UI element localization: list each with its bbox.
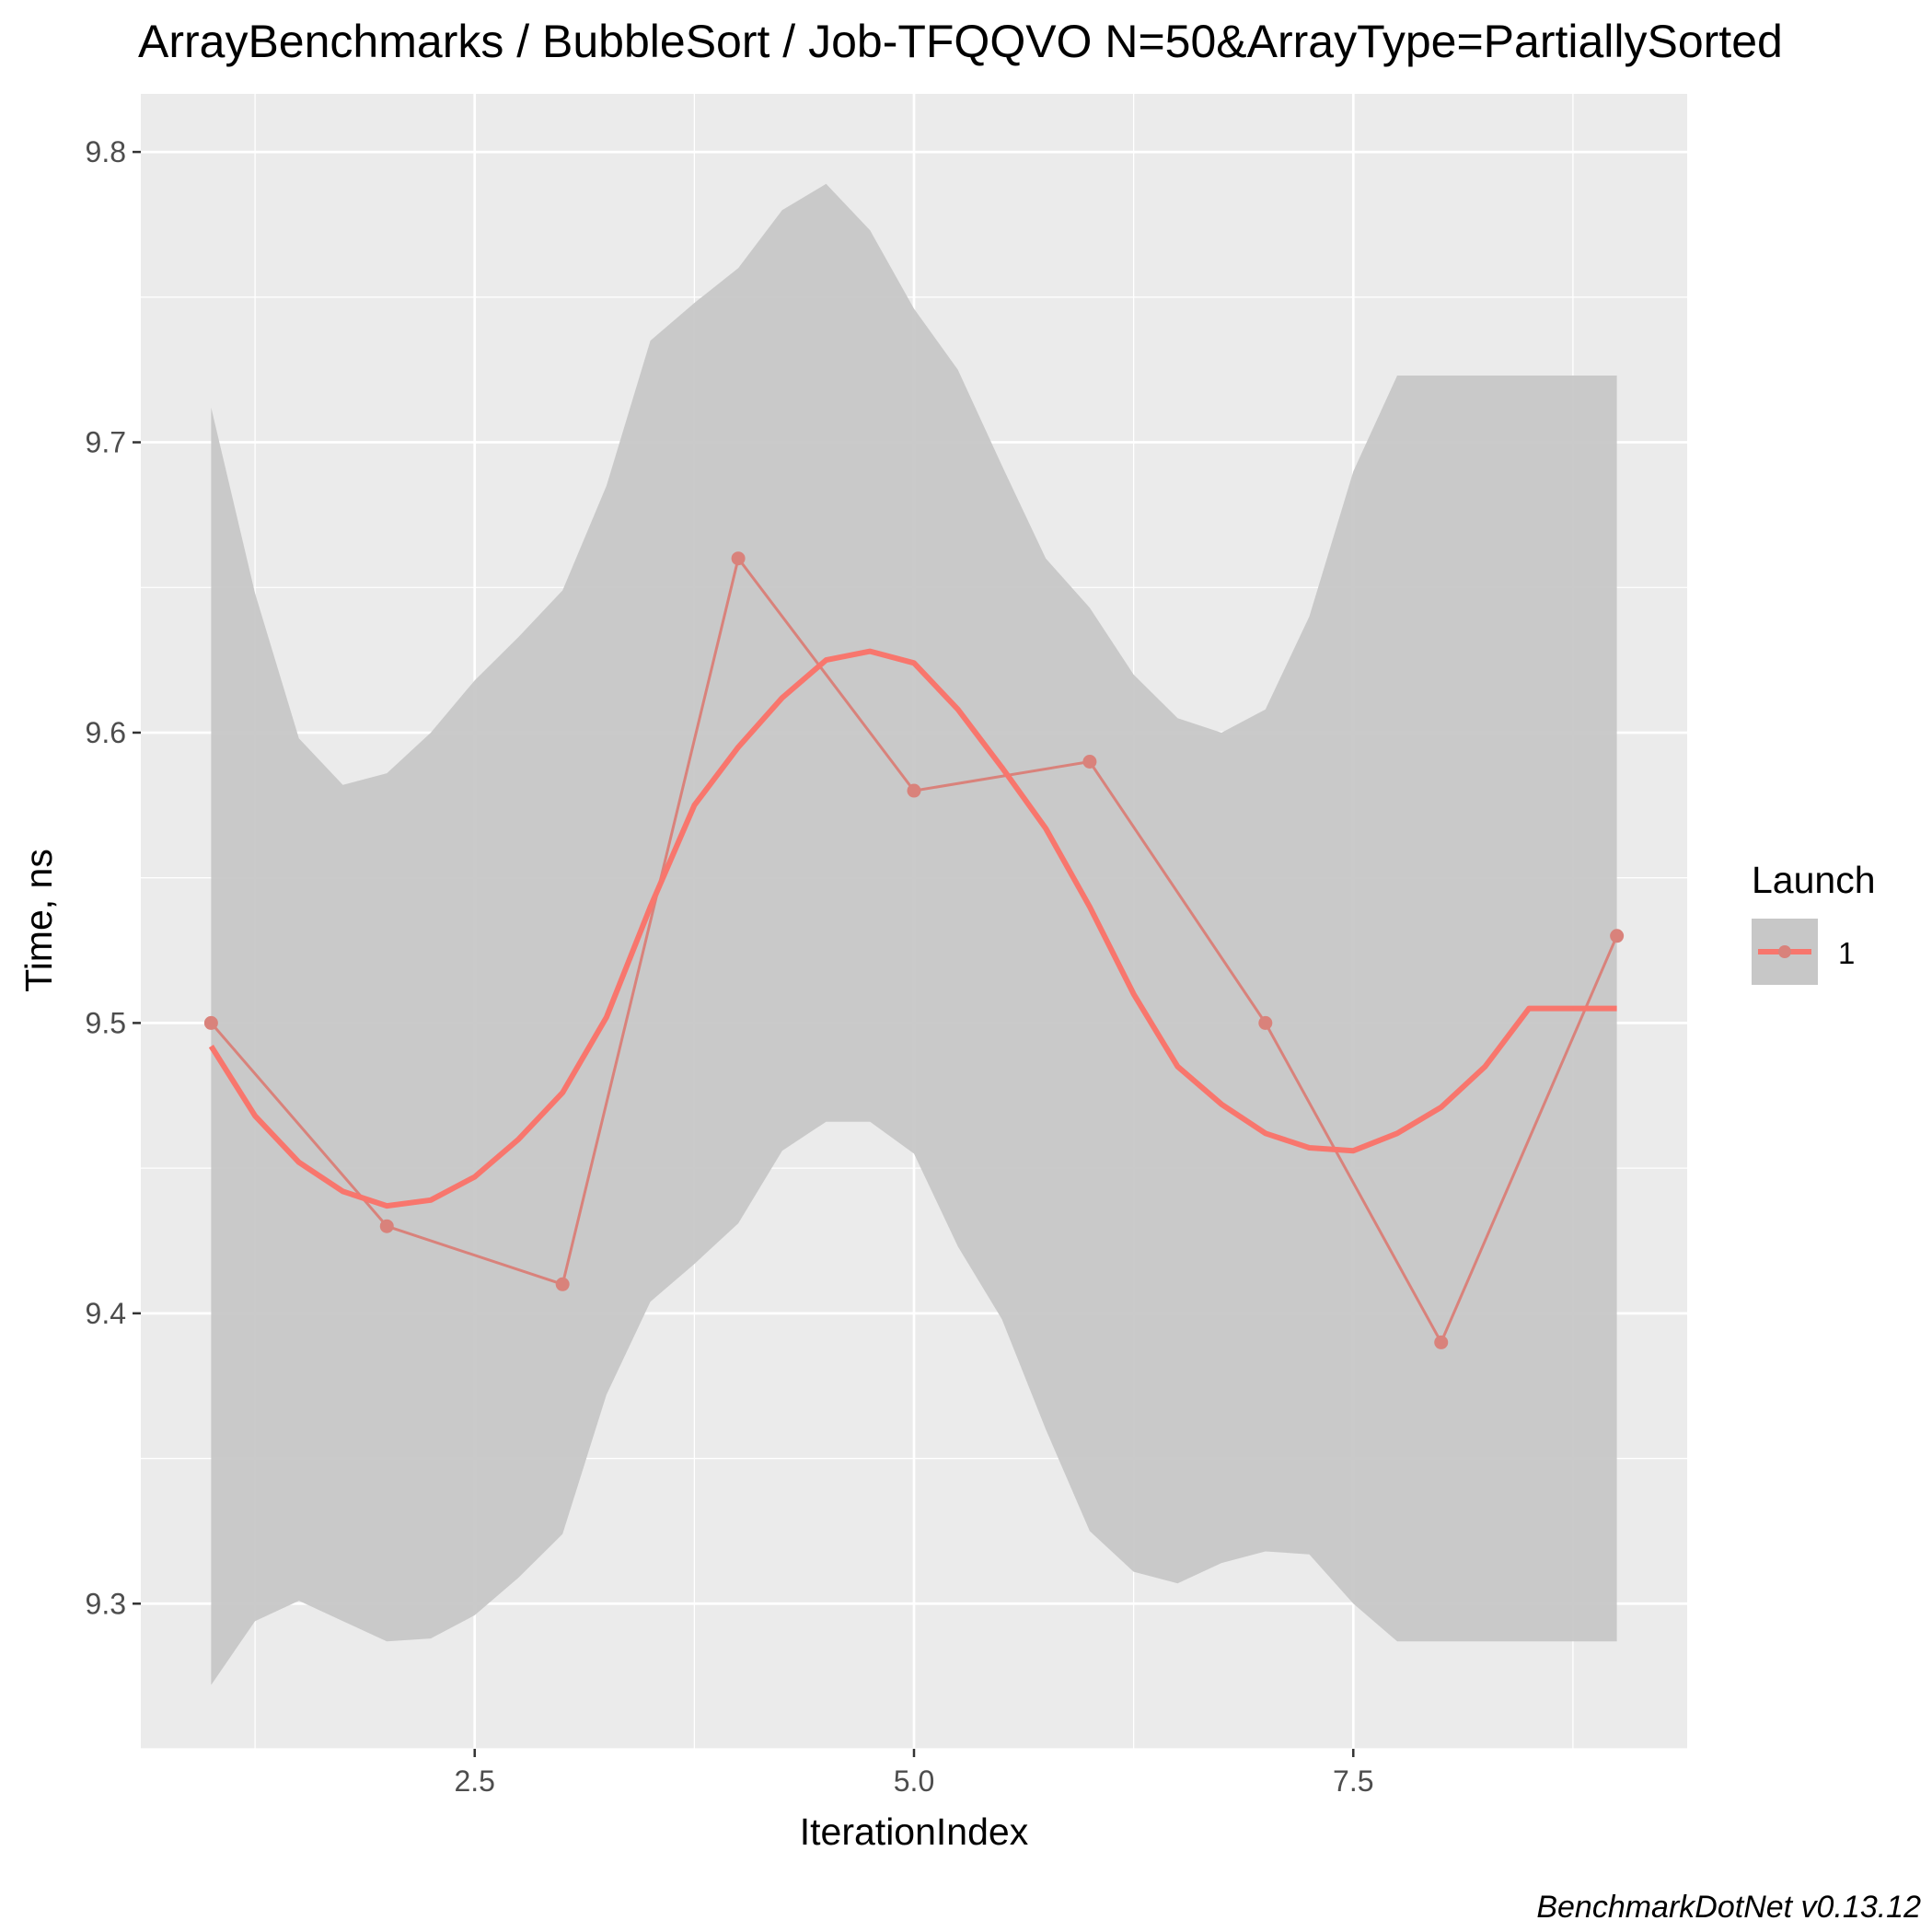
y-tick-label: 9.6 — [86, 716, 126, 749]
y-tick-label: 9.3 — [86, 1587, 126, 1620]
confidence-ribbon — [211, 183, 1617, 1685]
x-tick-label: 5.0 — [894, 1764, 934, 1798]
data-point — [1434, 1335, 1449, 1349]
data-point — [203, 1015, 218, 1030]
y-tick-label: 9.7 — [86, 426, 126, 459]
data-point — [1082, 755, 1097, 769]
y-tick-label: 9.4 — [86, 1297, 126, 1330]
legend-key-point — [1778, 945, 1791, 958]
data-points — [203, 551, 1625, 1349]
y-tick-label: 9.5 — [86, 1006, 126, 1039]
x-tick-label: 7.5 — [1333, 1764, 1373, 1798]
data-point — [555, 1277, 570, 1291]
legend-title: Launch — [1752, 859, 1876, 901]
y-axis-title: Time, ns — [17, 849, 60, 992]
caption: BenchmarkDotNet v0.13.12 — [1536, 1890, 1921, 1925]
data-point — [1610, 929, 1625, 943]
data-point — [379, 1219, 394, 1233]
y-axis: 9.3 9.4 9.5 9.6 9.7 9.8 — [86, 135, 141, 1620]
data-point — [731, 551, 746, 566]
smooth-trend-line — [208, 648, 1617, 1209]
x-tick-label: 2.5 — [454, 1764, 494, 1798]
legend-label-1: 1 — [1838, 936, 1855, 970]
chart-title: ArrayBenchmarks / BubbleSort / Job-TFQQV… — [138, 16, 1783, 67]
data-point — [907, 783, 921, 798]
x-axis-title: IterationIndex — [800, 1811, 1029, 1853]
x-axis: 2.5 5.0 7.5 — [454, 1749, 1374, 1798]
y-tick-label: 9.8 — [86, 135, 126, 168]
data-point — [1258, 1015, 1273, 1030]
legend: Launch 1 — [1752, 859, 1876, 985]
